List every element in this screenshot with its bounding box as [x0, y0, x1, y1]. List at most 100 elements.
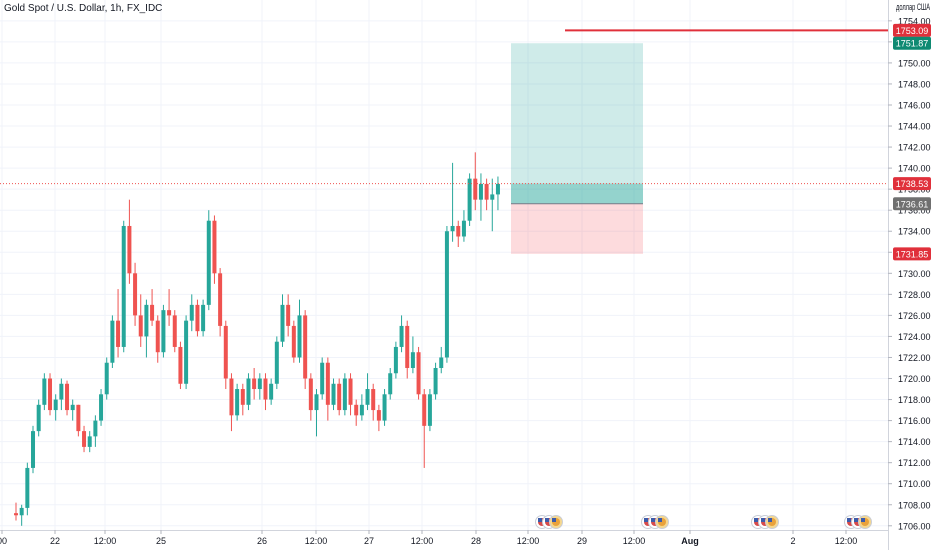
y-tick-label: 1716.00: [898, 416, 931, 426]
x-tick-label: 27: [364, 536, 374, 546]
candle-body: [382, 394, 387, 421]
x-tick-label: 2: [790, 536, 795, 546]
event-flag-icon-canton: [847, 518, 851, 522]
event-flag-icon-canton: [768, 518, 772, 522]
price-tag: [893, 23, 931, 37]
y-tick-label: 1748.00: [898, 79, 931, 89]
candle-body: [138, 315, 143, 337]
candle-body: [235, 389, 240, 416]
candle-body: [427, 394, 432, 426]
candle-body: [410, 352, 415, 368]
chart-title: Gold Spot / U.S. Dollar, 1h, FX_IDC: [4, 3, 163, 14]
candle-body: [212, 220, 217, 274]
event-flag-icon-canton: [854, 518, 858, 522]
candle-body: [393, 346, 398, 374]
currency-label: доллар США: [896, 2, 930, 12]
candle-body: [450, 225, 455, 232]
candle-body: [178, 346, 183, 384]
price-lines: [0, 29, 888, 185]
y-tick-label: 1708.00: [898, 500, 931, 510]
candle-body: [291, 325, 296, 358]
y-tick-label: 1710.00: [898, 479, 931, 489]
candle-body: [195, 304, 200, 332]
candle-body: [155, 320, 160, 353]
candle-body: [359, 404, 364, 416]
candle-body: [42, 378, 47, 405]
x-tick-label: 25: [156, 536, 166, 546]
x-tick-label: 12:00: [411, 536, 434, 546]
stop-loss-zone: [511, 203, 643, 254]
y-tick-label: 1724.00: [898, 332, 931, 342]
price-tag: [893, 197, 931, 211]
candle-body: [161, 310, 166, 353]
candle-body: [93, 420, 98, 437]
price-tag: [893, 36, 931, 50]
y-tick-label: 1720.00: [898, 374, 931, 384]
candle-body: [25, 467, 30, 508]
event-flag-icon-canton: [761, 518, 765, 522]
y-tick-label: 1754.00: [898, 16, 931, 26]
price-tag-label: 1731.85: [896, 249, 929, 259]
y-tick-label: 1736.00: [898, 206, 931, 216]
y-tick-label: 1740.00: [898, 164, 931, 174]
candle-body: [433, 367, 438, 395]
candle-body: [325, 362, 330, 405]
candle-body: [365, 389, 370, 405]
candle-body: [76, 404, 81, 432]
y-tick-label: 1744.00: [898, 122, 931, 132]
price-tag-label: 1738.53: [896, 179, 929, 189]
candle-body: [36, 404, 41, 432]
candle-body: [121, 225, 126, 347]
y-tick-label: 1722.00: [898, 353, 931, 363]
x-tick-label: 22: [50, 536, 60, 546]
candle-body: [229, 378, 234, 416]
candle-body: [59, 383, 64, 400]
candle-body: [337, 383, 342, 411]
event-icons: [535, 515, 872, 529]
candle-body: [422, 394, 427, 426]
x-tick-label: 12:00: [835, 536, 858, 546]
candle-body: [167, 310, 172, 316]
candle-body: [144, 304, 149, 337]
price-tag: [893, 177, 931, 191]
x-tick-label: 12:00: [623, 536, 646, 546]
candle-body: [218, 273, 223, 326]
candle-body: [456, 225, 461, 237]
open-profit-band: [511, 183, 643, 204]
candle-body: [274, 341, 279, 384]
candle-body: [342, 378, 347, 411]
candle-body: [297, 315, 302, 358]
x-tick-label: 12:00: [517, 536, 540, 546]
price-tags: 1753.09 1751.87 1738.53 1736.61 1731.85: [893, 23, 931, 261]
candle-body: [405, 325, 410, 368]
candle-body: [331, 383, 336, 405]
y-tick-label: 1734.00: [898, 227, 931, 237]
candle-body: [388, 373, 393, 395]
x-tick-label: 12:00: [94, 536, 117, 546]
candle-body: [133, 273, 138, 316]
x-tick-label: 29: [577, 536, 587, 546]
candle-body: [303, 315, 308, 379]
candle-body: [104, 362, 109, 395]
event-flag-icon-canton: [644, 518, 648, 522]
candle-body: [286, 304, 291, 326]
candle-body: [478, 183, 483, 200]
candle-body: [201, 304, 206, 332]
event-flag-icon-canton: [754, 518, 758, 522]
candle-body: [206, 220, 211, 305]
candle-body: [314, 394, 319, 411]
candle-body: [354, 404, 359, 416]
candle-body: [19, 507, 24, 516]
candle-body: [484, 183, 489, 200]
grid-lines: [0, 0, 888, 530]
price-tag-label: 1736.61: [896, 199, 929, 209]
candle-body: [48, 378, 53, 411]
candle-body: [53, 399, 58, 411]
x-tick-label: Aug: [681, 536, 699, 546]
candle-body: [87, 436, 92, 447]
position-zones: [511, 43, 643, 254]
price-tag-label: 1751.87: [896, 39, 929, 49]
event-flag-icon-canton: [538, 518, 542, 522]
